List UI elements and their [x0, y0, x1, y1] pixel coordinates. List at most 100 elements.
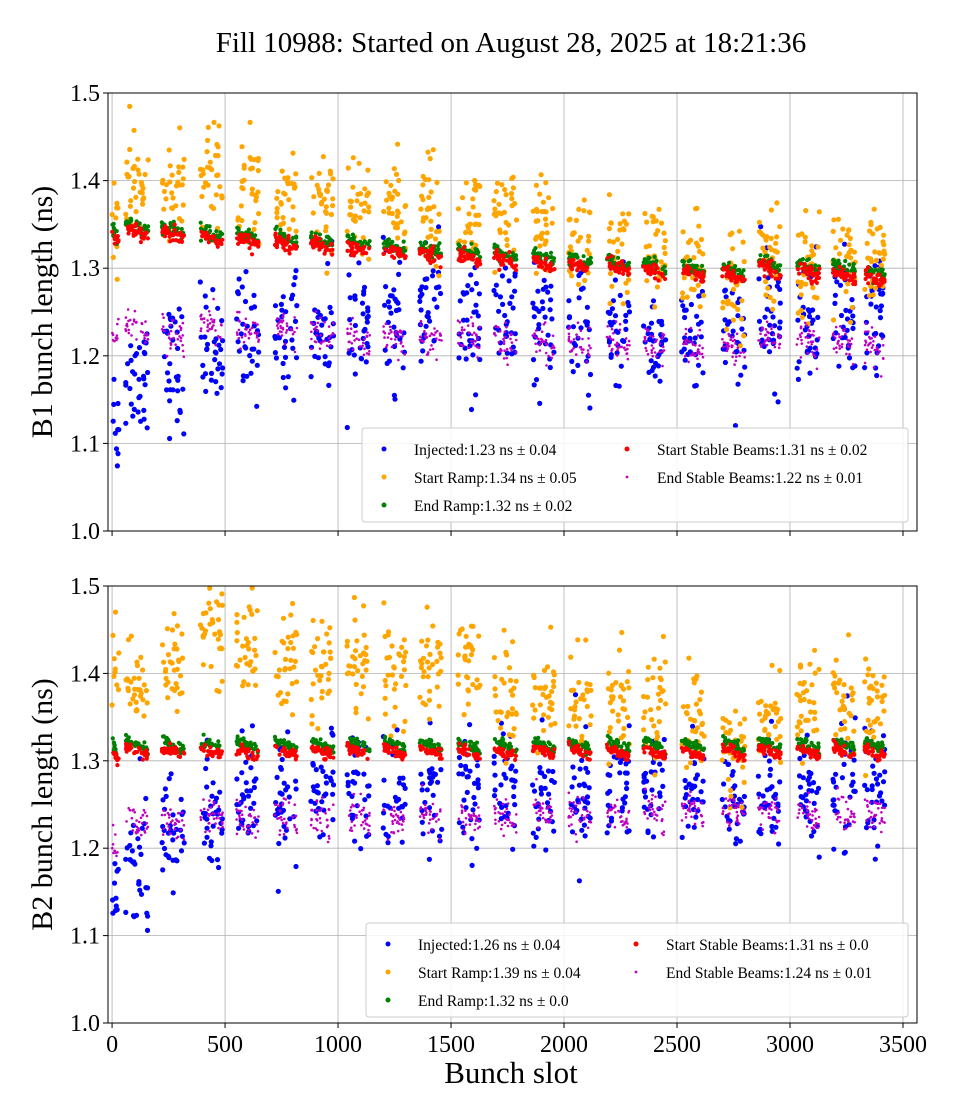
data-point: [362, 353, 366, 357]
data-point: [314, 783, 320, 789]
data-point: [879, 682, 885, 688]
data-point: [567, 327, 570, 331]
data-point: [694, 344, 697, 347]
data-point: [422, 340, 425, 344]
data-point: [216, 739, 221, 744]
data-point: [285, 322, 289, 325]
data-point: [474, 344, 477, 348]
data-point: [109, 211, 115, 218]
data-point: [572, 704, 578, 710]
data-point: [316, 186, 322, 192]
data-point: [806, 336, 810, 340]
data-point: [587, 352, 590, 355]
data-point: [364, 315, 370, 321]
data-point: [383, 284, 389, 290]
data-point: [478, 255, 483, 260]
data-point: [566, 723, 572, 729]
data-point: [395, 329, 398, 333]
data-point: [727, 344, 731, 348]
data-point: [364, 191, 370, 197]
data-point: [179, 326, 183, 330]
data-point: [290, 204, 296, 210]
data-point: [741, 259, 747, 265]
data-point: [499, 804, 505, 811]
data-point: [777, 286, 783, 292]
data-point: [469, 836, 475, 842]
data-point: [388, 325, 392, 329]
data-point: [476, 684, 482, 690]
data-point: [475, 785, 481, 791]
data-point: [607, 700, 613, 706]
data-point: [381, 810, 387, 816]
data-point: [351, 253, 356, 258]
data-point: [506, 278, 512, 284]
data-point: [775, 399, 781, 405]
data-point: [111, 180, 117, 186]
data-point: [389, 210, 395, 217]
data-point: [435, 243, 440, 249]
data-point: [831, 334, 835, 337]
data-point: [649, 717, 655, 723]
data-point: [330, 252, 335, 257]
data-point: [319, 322, 325, 328]
data-point: [308, 344, 315, 350]
data-point: [830, 681, 837, 688]
data-point: [384, 655, 390, 661]
data-point: [576, 878, 583, 884]
data-point: [549, 777, 555, 784]
data-point: [613, 680, 619, 686]
data-point: [127, 842, 133, 849]
data-point: [160, 328, 164, 331]
data-point: [588, 713, 594, 719]
data-point: [864, 330, 867, 334]
data-point: [732, 783, 738, 789]
data-point: [700, 251, 706, 257]
data-point: [608, 220, 614, 226]
data-point: [272, 350, 278, 356]
data-point: [491, 753, 497, 760]
data-point: [797, 664, 804, 670]
data-point: [251, 784, 257, 791]
data-point: [352, 838, 358, 844]
data-point: [352, 648, 359, 654]
data-point: [606, 670, 612, 676]
data-point: [245, 682, 251, 688]
data-point: [850, 771, 856, 777]
data-point: [396, 177, 402, 184]
data-point: [138, 179, 144, 186]
data-point: [423, 285, 429, 291]
data-point: [569, 267, 575, 272]
data-point: [144, 320, 147, 323]
data-point: [493, 709, 499, 715]
data-point: [840, 345, 844, 349]
data-point: [692, 335, 698, 341]
data-point: [649, 787, 655, 793]
data-point: [700, 279, 705, 284]
data-point: [319, 199, 325, 205]
data-point: [730, 317, 737, 323]
data-point: [539, 770, 545, 776]
data-point: [347, 348, 350, 351]
data-point: [501, 771, 507, 778]
data-point: [463, 229, 469, 236]
data-point: [533, 182, 540, 188]
data-point: [685, 823, 691, 829]
data-point: [805, 258, 810, 263]
data-point: [738, 277, 743, 282]
data-point: [847, 342, 850, 345]
data-point: [244, 238, 249, 244]
data-point: [502, 230, 509, 236]
data-point: [312, 667, 319, 673]
data-point: [468, 652, 475, 658]
data-point: [292, 184, 298, 190]
data-point: [362, 200, 368, 206]
data-point: [553, 346, 556, 350]
data-point: [207, 586, 213, 591]
data-point: [625, 262, 630, 267]
data-point: [612, 277, 619, 283]
data-point: [687, 360, 690, 364]
data-point: [680, 290, 686, 296]
data-point: [572, 347, 575, 350]
data-point: [251, 292, 257, 298]
data-point: [199, 329, 203, 333]
